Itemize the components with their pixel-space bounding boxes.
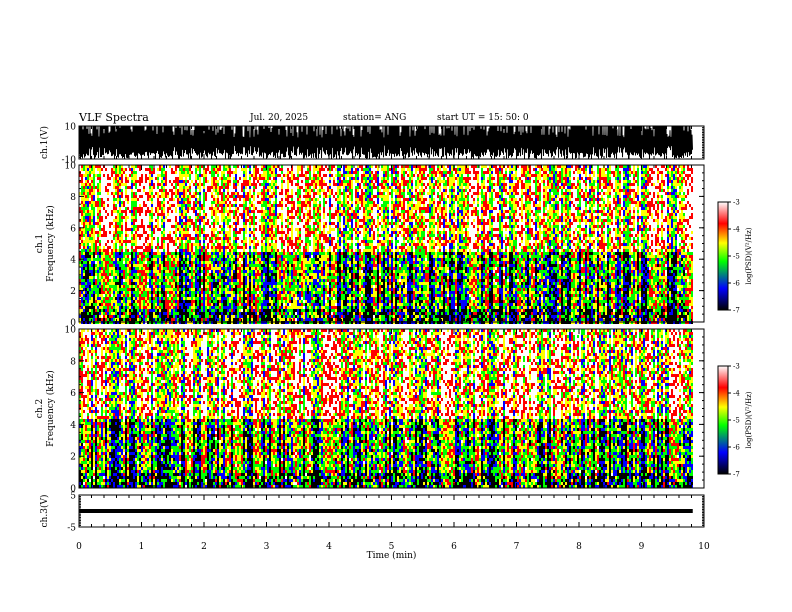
y-tick-label: 10 bbox=[65, 123, 77, 133]
y-tick-label: -5 bbox=[67, 524, 76, 534]
x-tick-label: 3 bbox=[264, 542, 270, 552]
y-axis-label: ch.2 bbox=[35, 399, 45, 418]
vlf-spectra-figure: 10-10ch.1(V)0246810ch.1 Frequency (kHz)02… bbox=[0, 0, 792, 612]
colorbar-label: log(PSD)(V²/Hz) bbox=[745, 391, 753, 448]
y-axis-label: ch.1(V) bbox=[39, 126, 50, 159]
colorbar-tick-label: -3 bbox=[733, 199, 740, 207]
y-tick-label: 10 bbox=[65, 326, 77, 336]
colorbar-tick-label: -5 bbox=[733, 417, 740, 425]
colorbar-tick-label: -6 bbox=[733, 444, 740, 452]
colorbar-tick-label: -5 bbox=[733, 253, 740, 261]
y-tick-label: 2 bbox=[70, 453, 76, 463]
y-tick-label: 6 bbox=[70, 389, 76, 399]
y-tick-label: 8 bbox=[70, 193, 76, 203]
x-tick-label: 6 bbox=[451, 542, 457, 552]
x-tick-label: 4 bbox=[326, 542, 332, 552]
x-tick-label: 9 bbox=[639, 542, 645, 552]
y-tick-label: 6 bbox=[70, 224, 76, 234]
colorbar-tick-label: -7 bbox=[733, 307, 740, 315]
colorbar-tick-label: -4 bbox=[733, 226, 740, 234]
colorbar-tick-label: -7 bbox=[733, 471, 740, 479]
ch1-spectrogram-heatmap bbox=[79, 165, 693, 324]
x-tick-label: 8 bbox=[576, 542, 582, 552]
y-axis-label: Frequency (kHz) bbox=[45, 370, 56, 447]
ch1-waveform-trace bbox=[79, 126, 693, 159]
colorbar-2 bbox=[718, 366, 728, 474]
y-tick-label: 8 bbox=[70, 357, 76, 367]
y-axis-label: ch.3(V) bbox=[39, 495, 50, 528]
y-tick-label: 10 bbox=[65, 162, 77, 172]
x-tick-label: 0 bbox=[76, 542, 82, 552]
x-tick-label: 10 bbox=[698, 542, 710, 552]
x-tick-label: 2 bbox=[201, 542, 207, 552]
y-tick-label: 4 bbox=[70, 256, 76, 266]
colorbar-1 bbox=[718, 202, 728, 310]
colorbar-tick-label: -3 bbox=[733, 363, 740, 371]
y-axis-label: Frequency (kHz) bbox=[45, 205, 56, 282]
ch2-spectrogram-heatmap bbox=[79, 329, 693, 488]
colorbar-label: log(PSD)(V²/Hz) bbox=[745, 227, 753, 284]
y-tick-label: 2 bbox=[70, 287, 76, 297]
y-tick-label: 5 bbox=[70, 492, 76, 502]
colorbar-tick-label: -6 bbox=[733, 280, 740, 288]
y-axis-label: ch.1 bbox=[35, 234, 45, 253]
x-tick-label: 1 bbox=[139, 542, 145, 552]
x-axis-label: Time (min) bbox=[367, 550, 417, 561]
x-tick-label: 7 bbox=[514, 542, 520, 552]
colorbar-tick-label: -4 bbox=[733, 390, 740, 398]
y-tick-label: 4 bbox=[70, 421, 76, 431]
